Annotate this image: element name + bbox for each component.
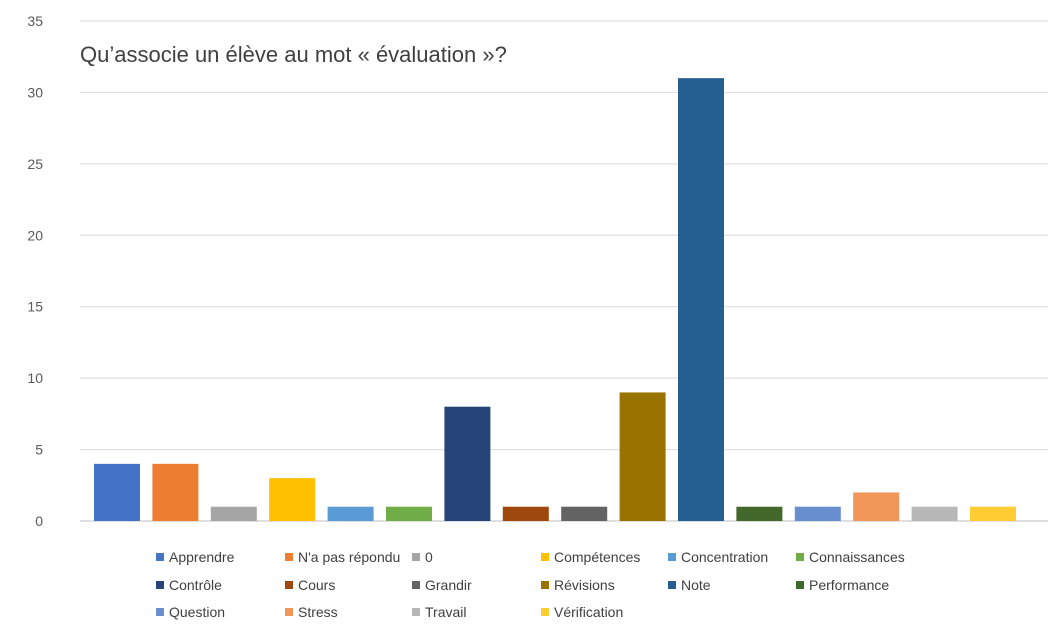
legend-swatch [541, 581, 549, 589]
gridlines [80, 20, 1048, 522]
y-tick-label: 5 [35, 442, 43, 458]
legend-item: Grandir [412, 577, 472, 593]
legend-label: Révisions [554, 577, 615, 593]
legend-label: Connaissances [809, 549, 905, 565]
legend-label: Stress [298, 604, 338, 620]
legend: Apprendre N'a pas répondu 0 Compétences Conc… [156, 549, 905, 620]
y-tick-label: 35 [27, 13, 43, 29]
bar-10 [619, 392, 666, 521]
legend-label: Performance [809, 577, 889, 593]
legend-swatch [412, 553, 420, 561]
y-tick-label: 30 [27, 84, 43, 100]
legend-item: Question [156, 604, 225, 620]
bar-6 [386, 506, 432, 521]
legend-swatch [541, 553, 549, 561]
legend-item: N'a pas répondu [285, 549, 400, 565]
bar-9 [561, 506, 608, 521]
bar-7 [444, 406, 491, 521]
chart-title: Qu’associe un élève au mot « évaluation … [80, 42, 507, 67]
legend-swatch [156, 581, 164, 589]
legend-label: Apprendre [169, 549, 235, 565]
bar-11 [678, 78, 724, 522]
legend-label: Note [681, 577, 711, 593]
legend-label: N'a pas répondu [298, 549, 400, 565]
legend-item: Performance [796, 577, 889, 593]
legend-swatch [668, 581, 676, 589]
legend-swatch [412, 581, 420, 589]
bar-1 [94, 463, 140, 521]
legend-label: Contrôle [169, 577, 222, 593]
legend-item: Contrôle [156, 577, 222, 593]
bar-16 [970, 506, 1016, 521]
legend-item: Révisions [541, 577, 615, 593]
legend-item: 0 [412, 549, 433, 565]
legend-swatch [541, 608, 549, 616]
legend-swatch [156, 608, 164, 616]
y-tick-label: 15 [27, 299, 43, 315]
y-tick-label: 25 [27, 156, 43, 172]
legend-label: Compétences [554, 549, 640, 565]
y-tick-label: 10 [27, 370, 43, 386]
legend-item: Cours [285, 577, 335, 593]
bar-14 [853, 492, 900, 521]
legend-label: Grandir [425, 577, 472, 593]
y-tick-label: 0 [35, 513, 43, 529]
y-axis-ticks: 0 5 10 15 20 25 30 35 [27, 13, 43, 529]
legend-item: Vérification [541, 604, 623, 620]
legend-label: 0 [425, 549, 433, 565]
legend-swatch [285, 581, 293, 589]
legend-swatch [668, 553, 676, 561]
bar-3 [210, 506, 257, 521]
bar-15 [911, 506, 958, 521]
legend-swatch [156, 553, 164, 561]
bar-13 [794, 506, 841, 521]
legend-label: Travail [425, 604, 467, 620]
legend-item: Apprendre [156, 549, 235, 565]
bar-2 [152, 463, 199, 521]
legend-label: Vérification [554, 604, 623, 620]
bar-4 [269, 478, 316, 521]
legend-swatch [285, 553, 293, 561]
legend-label: Cours [298, 577, 335, 593]
legend-swatch [796, 553, 804, 561]
y-tick-label: 20 [27, 227, 43, 243]
legend-item: Note [668, 577, 711, 593]
legend-label: Question [169, 604, 225, 620]
bars [94, 78, 1016, 522]
legend-item: Travail [412, 604, 467, 620]
bar-12 [736, 506, 783, 521]
legend-item: Stress [285, 604, 338, 620]
legend-item: Compétences [541, 549, 640, 565]
legend-label: Concentration [681, 549, 768, 565]
legend-item: Concentration [668, 549, 768, 565]
legend-item: Connaissances [796, 549, 905, 565]
legend-swatch [796, 581, 804, 589]
bar-8 [502, 506, 549, 521]
bar-5 [327, 506, 374, 521]
legend-swatch [285, 608, 293, 616]
legend-swatch [412, 608, 420, 616]
